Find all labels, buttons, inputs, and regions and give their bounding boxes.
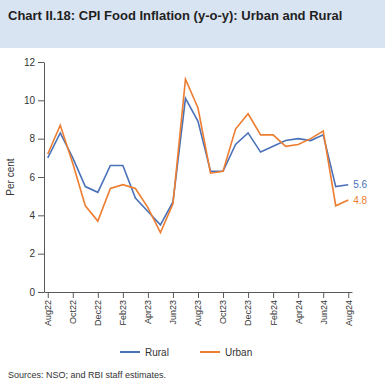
x-tick: Aug22 xyxy=(43,292,53,326)
y-tick: 8 xyxy=(29,133,44,144)
y-axis: 0 2 4 6 8 10 12 xyxy=(24,57,45,298)
legend-label: Urban xyxy=(225,347,252,358)
x-tick-label: Oct23 xyxy=(218,300,228,324)
x-tick-mark xyxy=(48,292,49,298)
y-tick: 0 xyxy=(29,287,44,298)
legend-swatch xyxy=(200,351,220,353)
x-tick-mark xyxy=(148,292,149,298)
x-tick-label: Aug22 xyxy=(43,300,53,326)
line-urban xyxy=(48,79,348,232)
y-tick-mark xyxy=(38,139,44,140)
x-tick-mark xyxy=(223,292,224,298)
y-tick-label: 8 xyxy=(29,133,35,144)
legend: Rural Urban xyxy=(120,347,252,358)
y-tick-label: 12 xyxy=(24,57,36,68)
y-tick-mark xyxy=(38,215,44,216)
y-tick-label: 4 xyxy=(29,210,35,221)
x-tick-mark xyxy=(123,292,124,298)
x-tick: Jun23 xyxy=(168,292,178,325)
legend-swatch xyxy=(120,351,140,353)
x-tick-label: Aug23 xyxy=(193,300,203,326)
plot-area xyxy=(48,79,348,232)
y-axis-title: Per cent xyxy=(5,158,16,195)
x-tick-label: Oct22 xyxy=(68,300,78,324)
x-tick-mark xyxy=(198,292,199,298)
x-tick-label: Apr23 xyxy=(143,300,153,324)
x-tick: Oct23 xyxy=(218,292,228,324)
x-tick: Feb24 xyxy=(269,292,279,326)
x-tick: Aug23 xyxy=(193,292,203,326)
x-tick-mark xyxy=(348,292,349,298)
y-tick-label: 2 xyxy=(29,248,35,259)
x-tick-label: Feb24 xyxy=(269,300,279,326)
y-tick-mark xyxy=(38,292,44,293)
line-rural xyxy=(48,98,348,225)
chart: Chart II.18: CPI Food Inflation (y-o-y):… xyxy=(0,0,385,388)
data-label: 5.6 xyxy=(353,179,367,190)
x-axis: Aug22 Oct22 Dec22 Feb23 Apr23 Jun23 Aug23 Oct23… xyxy=(43,292,353,326)
x-tick: Aug24 xyxy=(344,292,354,326)
y-tick-mark xyxy=(38,177,44,178)
legend-label: Rural xyxy=(145,347,169,358)
y-tick: 2 xyxy=(29,248,44,259)
y-tick-mark xyxy=(38,100,44,101)
y-tick-label: 10 xyxy=(24,95,36,106)
x-tick: Apr23 xyxy=(143,292,153,324)
x-tick-label: Jun23 xyxy=(168,300,178,325)
x-tick: Dec22 xyxy=(93,292,103,326)
source: Sources: NSO; and RBI staff estimates. xyxy=(8,370,166,380)
x-tick-label: Jun24 xyxy=(319,300,329,325)
y-tick-label: 6 xyxy=(29,172,35,183)
y-tick-mark xyxy=(38,62,44,63)
title: Chart II.18: CPI Food Inflation (y-o-y):… xyxy=(8,8,342,23)
title-line: Chart II.18: CPI Food Inflation (y-o-y):… xyxy=(8,8,342,23)
x-tick-mark xyxy=(173,292,174,298)
data-label: 4.8 xyxy=(353,195,367,206)
y-axis-line xyxy=(44,63,45,293)
x-tick-label: Dec22 xyxy=(93,300,103,326)
x-tick-mark xyxy=(323,292,324,298)
x-tick-label: Feb23 xyxy=(118,300,128,326)
y-tick: 12 xyxy=(24,57,44,68)
x-tick-mark xyxy=(298,292,299,298)
x-tick: Dec23 xyxy=(243,292,253,326)
y-tick: 4 xyxy=(29,210,44,221)
x-tick-label: Aug24 xyxy=(344,300,354,326)
x-tick-mark xyxy=(98,292,99,298)
x-tick-mark xyxy=(73,292,74,298)
y-tick-mark xyxy=(38,254,44,255)
x-tick: Apr24 xyxy=(294,292,304,324)
y-tick: 10 xyxy=(24,95,44,106)
y-tick: 6 xyxy=(29,172,44,183)
x-tick: Jun24 xyxy=(319,292,329,325)
x-tick-mark xyxy=(248,292,249,298)
x-tick-mark xyxy=(273,292,274,298)
x-tick-label: Dec23 xyxy=(243,300,253,326)
x-tick: Feb23 xyxy=(118,292,128,326)
legend-item: Urban xyxy=(200,347,252,358)
legend-item: Rural xyxy=(120,347,169,358)
x-tick: Oct22 xyxy=(68,292,78,324)
title-band xyxy=(0,0,385,48)
y-tick-label: 0 xyxy=(29,287,35,298)
x-tick-label: Apr24 xyxy=(294,300,304,324)
